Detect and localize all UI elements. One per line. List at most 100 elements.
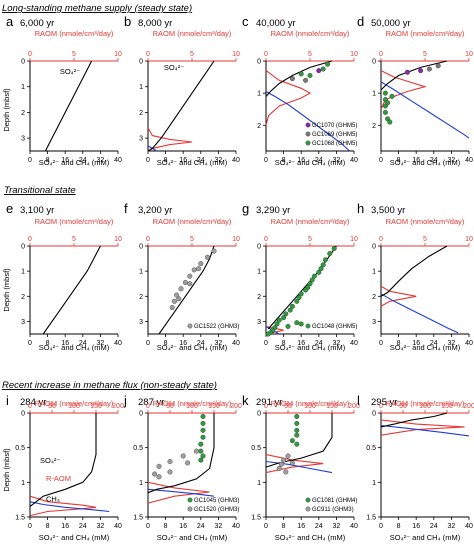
so4-curve [44, 60, 93, 152]
raom-tick-label: 0 [28, 236, 32, 243]
conc-tick-label: 16 [412, 157, 420, 164]
conc-axis-label: SO₄²⁻ and CH₄ (mM) [39, 158, 110, 167]
depth-tick-label: 1 [372, 480, 376, 487]
conc-tick-label: 8 [164, 340, 168, 347]
conc-tick-label: 24 [315, 340, 323, 347]
conc-tick-label: 24 [197, 157, 205, 164]
conc-axis-label: SO₄²⁻ and CH₄ (mM) [390, 343, 461, 352]
raom-tick-label: 10 [465, 236, 473, 243]
depth-tick-label: 0 [139, 244, 143, 251]
data-point [294, 320, 300, 326]
depth-tick-label: 2 [139, 110, 143, 117]
data-point [294, 427, 300, 433]
depth-tick-label: 1.5 [251, 515, 261, 522]
depth-axis-label-row1: Depth (mbsf) [2, 88, 11, 132]
panel-age: 3,290 yr [256, 205, 290, 216]
conc-tick-label: 24 [79, 340, 87, 347]
data-point [176, 296, 182, 302]
raom-curve [147, 481, 210, 504]
raom-curve [29, 495, 97, 517]
section-title-transitional: Transitional state [4, 185, 76, 196]
so4-curve [42, 245, 101, 335]
conc-axis-label: SO₄²⁻ and CH₄ (mM) [39, 533, 110, 542]
conc-tick-label: 0 [379, 157, 383, 164]
depth-tick-label: 0 [21, 411, 25, 418]
conc-tick-label: 0 [28, 157, 32, 164]
raom-tick-label: 5 [423, 236, 427, 243]
depth-tick-label: 1 [257, 480, 261, 487]
conc-tick-label: 24 [197, 340, 205, 347]
data-point [389, 93, 395, 99]
raom-tick-label: 50 [284, 403, 292, 410]
depth-tick-label: 1 [257, 269, 261, 276]
legend-marker [305, 131, 311, 137]
raom-tick-label: 0 [379, 403, 383, 410]
conc-tick-label: 32 [333, 523, 341, 530]
conc-tick-label: 32 [448, 523, 456, 530]
legend-marker [305, 506, 311, 512]
raom-tick-label: 5 [308, 51, 312, 58]
data-point [426, 66, 432, 72]
conc-tick-label: 40 [114, 523, 122, 530]
legend-marker [187, 323, 193, 329]
panel-letter: i [6, 393, 9, 408]
raom-tick-label: 50 [48, 403, 56, 410]
depth-tick-label: 1 [257, 91, 261, 98]
conc-axis-label: SO₄²⁻ and CH₄ (mM) [390, 158, 461, 167]
raom-tick-label: 0 [264, 51, 268, 58]
panel-age: 40,000 yr [256, 18, 296, 29]
depth-tick-label: 1 [21, 84, 25, 91]
raom-tick-label: 200 [463, 403, 474, 410]
conc-tick-label: 16 [61, 523, 69, 530]
conc-tick-label: 8 [46, 340, 50, 347]
so4-curve [147, 60, 215, 152]
data-point [200, 453, 206, 459]
data-point [200, 434, 206, 440]
conc-tick-label: 8 [46, 523, 50, 530]
depth-tick-label: 0 [372, 59, 376, 66]
depth-tick-label: 2 [21, 294, 25, 301]
legend-label: GC1069 (GHM5) [312, 132, 357, 138]
depth-tick-label: 3 [139, 136, 143, 143]
conc-tick-label: 32 [333, 157, 341, 164]
raom-tick-label: 5 [72, 236, 76, 243]
panel-letter: f [124, 201, 128, 216]
depth-tick-label: 2 [21, 110, 25, 117]
data-point [211, 248, 217, 254]
raom-tick-label: 5 [190, 236, 194, 243]
data-point [193, 448, 199, 454]
data-point [435, 63, 441, 69]
raom-tick-label: 0 [146, 236, 150, 243]
conc-tick-label: 0 [264, 523, 268, 530]
conc-tick-label: 16 [297, 523, 305, 530]
legend-marker [187, 497, 193, 503]
conc-axis-label: SO₄²⁻ and CH₄ (mM) [157, 533, 228, 542]
data-point [198, 448, 204, 454]
depth-axis-label-row3: Depth (mbsf) [2, 448, 11, 492]
data-point [289, 460, 295, 466]
raom-curve [147, 127, 193, 152]
conc-tick-label: 16 [297, 340, 305, 347]
so4-curve [380, 60, 448, 91]
legend-label: GC911 (GHM3) [312, 507, 354, 513]
data-point [174, 292, 180, 298]
ch4-inline-label: CH₄ [46, 495, 60, 504]
conc-tick-label: 32 [448, 340, 456, 347]
conc-axis-label: SO₄²⁻ and CH₄ (mM) [157, 343, 228, 352]
depth-tick-label: 3 [21, 136, 25, 143]
data-point [180, 453, 186, 459]
data-point [187, 273, 193, 279]
data-point [311, 273, 317, 279]
depth-tick-label: 0 [372, 244, 376, 251]
conc-axis-label: SO₄²⁻ and CH₄ (mM) [275, 533, 346, 542]
raom-tick-label: 200 [112, 403, 124, 410]
data-point [283, 311, 289, 317]
conc-tick-label: 0 [264, 340, 268, 347]
panel-age: 295 yr [371, 397, 397, 408]
so4-curve [158, 245, 215, 335]
